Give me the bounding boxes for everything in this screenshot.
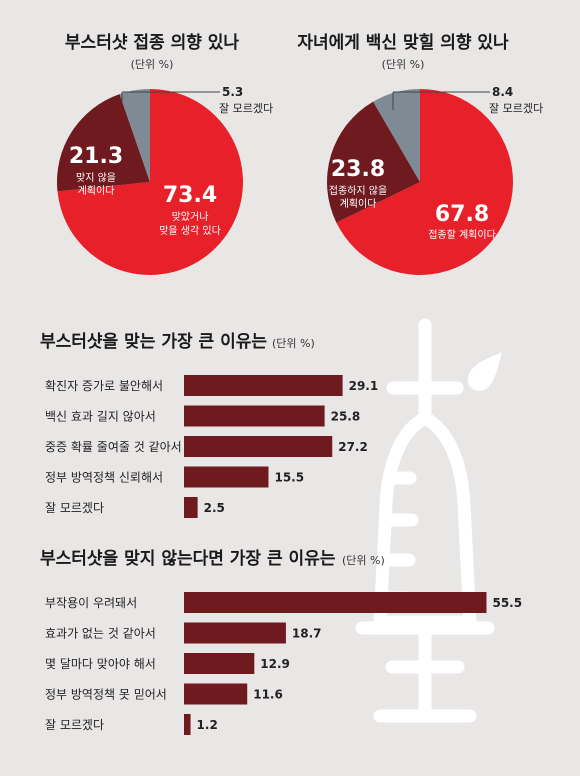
bar-value-label: 29.1 bbox=[349, 379, 379, 393]
bar-value-label: 11.6 bbox=[253, 688, 283, 702]
bar-category-label: 정부 방역정책 신뢰해서 bbox=[45, 470, 163, 485]
bar-value-label: 12.9 bbox=[260, 657, 290, 671]
pie-slice bbox=[336, 89, 513, 275]
bar-chart-reasons-not-to-get-booster: 부스터샷을 맞지 않는다면 가장 큰 이유는 (단위 %) 부작용이 우려돼서 5… bbox=[40, 549, 522, 735]
bar-category-label: 확진자 증가로 불안해서 bbox=[45, 379, 163, 393]
bar-category-label: 몇 달마다 맞아야 해서 bbox=[45, 657, 156, 671]
bar bbox=[184, 497, 198, 518]
bar bbox=[184, 653, 255, 674]
bar-value-label: 27.2 bbox=[338, 440, 368, 454]
chart-unit: (단위 %) bbox=[382, 58, 425, 71]
bar bbox=[184, 405, 325, 427]
bar-value-label: 2.5 bbox=[204, 501, 225, 515]
bar-category-label: 잘 모르겠다 bbox=[45, 718, 104, 732]
pie-chart-child-vaccine-intent: 자녀에게 백신 맞힐 의향 있나 (단위 %) 8.4 잘 모르겠다 23.8 … bbox=[297, 32, 543, 275]
bar-category-label: 정부 방역정책 못 믿어서 bbox=[45, 687, 167, 702]
bar-value-label: 1.2 bbox=[197, 718, 218, 732]
slice-value: 23.8 bbox=[331, 157, 385, 182]
bar bbox=[184, 714, 191, 735]
pie-chart-booster-intent: 부스터샷 접종 의향 있나 (단위 %) 5.3 잘 모르겠다 21.3 맞지 … bbox=[57, 32, 273, 276]
slice-label: 접종할 계획이다 bbox=[428, 229, 496, 241]
callout-label: 잘 모르겠다 bbox=[489, 102, 543, 115]
syringe-icon bbox=[355, 318, 495, 723]
bar-category-label: 부작용이 우려돼서 bbox=[45, 596, 137, 610]
bar bbox=[184, 592, 487, 613]
callout-value: 8.4 bbox=[492, 85, 513, 99]
bar-chart-reasons-to-get-booster: 부스터샷을 맞는 가장 큰 이유는 (단위 %) 확진자 증가로 불안해서 29.… bbox=[40, 332, 378, 518]
slice-label: 계획이다 bbox=[78, 185, 115, 197]
bar bbox=[184, 683, 248, 705]
slice-value: 73.4 bbox=[163, 183, 217, 208]
bar-category-label: 중증 확률 줄여줄 것 같아서 bbox=[45, 440, 182, 454]
callout-label: 잘 모르겠다 bbox=[219, 102, 273, 115]
bar bbox=[184, 622, 286, 644]
pie-slice bbox=[57, 89, 244, 276]
slice-value: 67.8 bbox=[435, 202, 489, 227]
pie-slice bbox=[373, 89, 420, 182]
chart-title: 부스터샷 접종 의향 있나 bbox=[65, 32, 240, 53]
bar-value-label: 15.5 bbox=[274, 471, 304, 485]
chart-title: 자녀에게 백신 맞힐 의향 있나 bbox=[297, 32, 509, 53]
bar-value-label: 18.7 bbox=[292, 627, 322, 641]
pie-slice bbox=[57, 94, 151, 192]
bar bbox=[184, 436, 333, 457]
chart-title: 부스터샷을 맞지 않는다면 가장 큰 이유는 bbox=[40, 549, 336, 569]
slice-value: 21.3 bbox=[69, 144, 123, 169]
bar bbox=[184, 375, 343, 396]
slice-label: 맞지 않을 bbox=[76, 172, 116, 184]
slice-label: 접종하지 않을 bbox=[329, 184, 387, 197]
bar-value-label: 25.8 bbox=[331, 410, 361, 424]
bar-category-label: 잘 모르겠다 bbox=[45, 501, 104, 515]
bar-value-label: 55.5 bbox=[492, 596, 522, 610]
pie-slice bbox=[326, 101, 420, 223]
pie-slice bbox=[119, 89, 150, 182]
bar-category-label: 효과가 없는 것 같아서 bbox=[45, 627, 156, 641]
chart-unit: (단위 %) bbox=[342, 554, 385, 567]
chart-unit: (단위 %) bbox=[272, 337, 315, 350]
callout-value: 5.3 bbox=[222, 85, 243, 99]
bar bbox=[184, 466, 269, 488]
chart-unit: (단위 %) bbox=[131, 58, 174, 71]
slice-label: 맞았거나 bbox=[172, 211, 209, 223]
slice-label: 계획이다 bbox=[340, 198, 377, 210]
slice-label: 맞을 생각 있다 bbox=[159, 225, 221, 237]
drop-icon bbox=[467, 352, 502, 392]
bar-category-label: 백신 효과 길지 않아서 bbox=[45, 410, 156, 424]
chart-title: 부스터샷을 맞는 가장 큰 이유는 bbox=[40, 332, 267, 352]
